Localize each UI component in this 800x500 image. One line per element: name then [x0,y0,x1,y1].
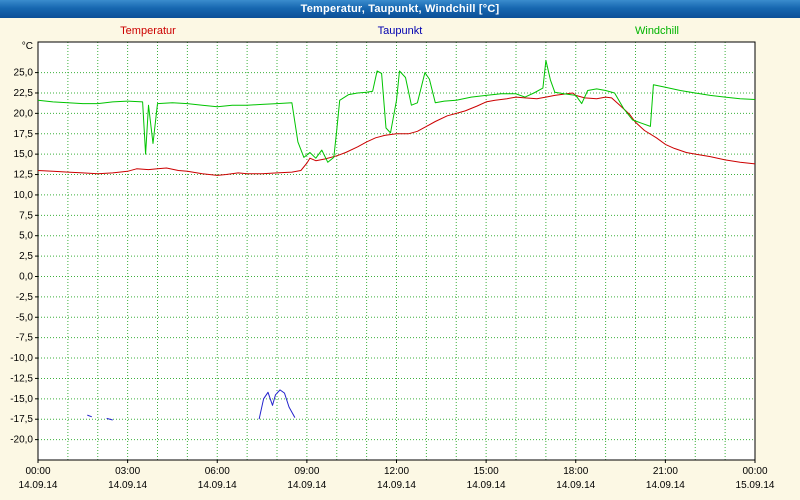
svg-text:14.09.14: 14.09.14 [646,480,685,491]
svg-text:22,5: 22,5 [14,88,34,99]
svg-text:09:00: 09:00 [294,466,319,477]
svg-text:-17,5: -17,5 [10,414,33,425]
svg-text:00:00: 00:00 [25,466,50,477]
series-windchill [37,59,756,163]
grid [38,42,755,460]
svg-text:12:00: 12:00 [384,466,409,477]
svg-text:03:00: 03:00 [115,466,140,477]
x-axis-labels: 00:00 14.09.14 03:00 14.09.14 06:00 14.09.14 0… [19,460,775,491]
svg-text:14.09.14: 14.09.14 [19,480,58,491]
svg-text:12,5: 12,5 [14,170,34,181]
svg-text:-20,0: -20,0 [10,435,33,446]
svg-text:14.09.14: 14.09.14 [467,480,506,491]
legend-windchill: Windchill [634,25,680,37]
svg-text:-15,0: -15,0 [10,394,33,405]
svg-text:15:00: 15:00 [474,466,499,477]
svg-text:17,5: 17,5 [14,129,34,140]
svg-text:15,0: 15,0 [14,149,34,160]
legend-temperatur: Temperatur [120,25,176,37]
svg-text:7,5: 7,5 [19,210,33,221]
svg-text:18:00: 18:00 [563,466,588,477]
svg-text:14.09.14: 14.09.14 [377,480,416,491]
svg-text:14.09.14: 14.09.14 [556,480,595,491]
window-title: Temperatur, Taupunkt, Windchill [°C] [300,3,500,15]
svg-text:14.09.14: 14.09.14 [108,480,147,491]
svg-text:-5,0: -5,0 [16,312,34,323]
y-axis-labels: °C 25,0 22,5 20,0 17,5 15,0 12,5 10,0 7,5 5,0 2,5 0… [10,41,38,446]
svg-text:06:00: 06:00 [205,466,230,477]
svg-text:15.09.14: 15.09.14 [736,480,775,491]
svg-text:10,0: 10,0 [14,190,34,201]
window-titlebar: Temperatur, Taupunkt, Windchill [°C] [0,0,800,18]
legend-taupunkt: Taupunkt [377,25,423,37]
svg-text:25,0: 25,0 [14,68,34,79]
series-taupunkt [87,389,296,421]
svg-text:14.09.14: 14.09.14 [198,480,237,491]
svg-text:5,0: 5,0 [19,231,33,242]
svg-text:-10,0: -10,0 [10,353,33,364]
svg-text:20,0: 20,0 [14,108,34,119]
svg-text:°C: °C [22,41,33,52]
svg-text:2,5: 2,5 [19,251,33,262]
svg-text:-2,5: -2,5 [16,292,34,303]
svg-text:14.09.14: 14.09.14 [287,480,326,491]
svg-text:21:00: 21:00 [653,466,678,477]
svg-text:0,0: 0,0 [19,271,33,282]
svg-text:-12,5: -12,5 [10,373,33,384]
svg-text:00:00: 00:00 [742,466,767,477]
svg-text:-7,5: -7,5 [16,333,34,344]
